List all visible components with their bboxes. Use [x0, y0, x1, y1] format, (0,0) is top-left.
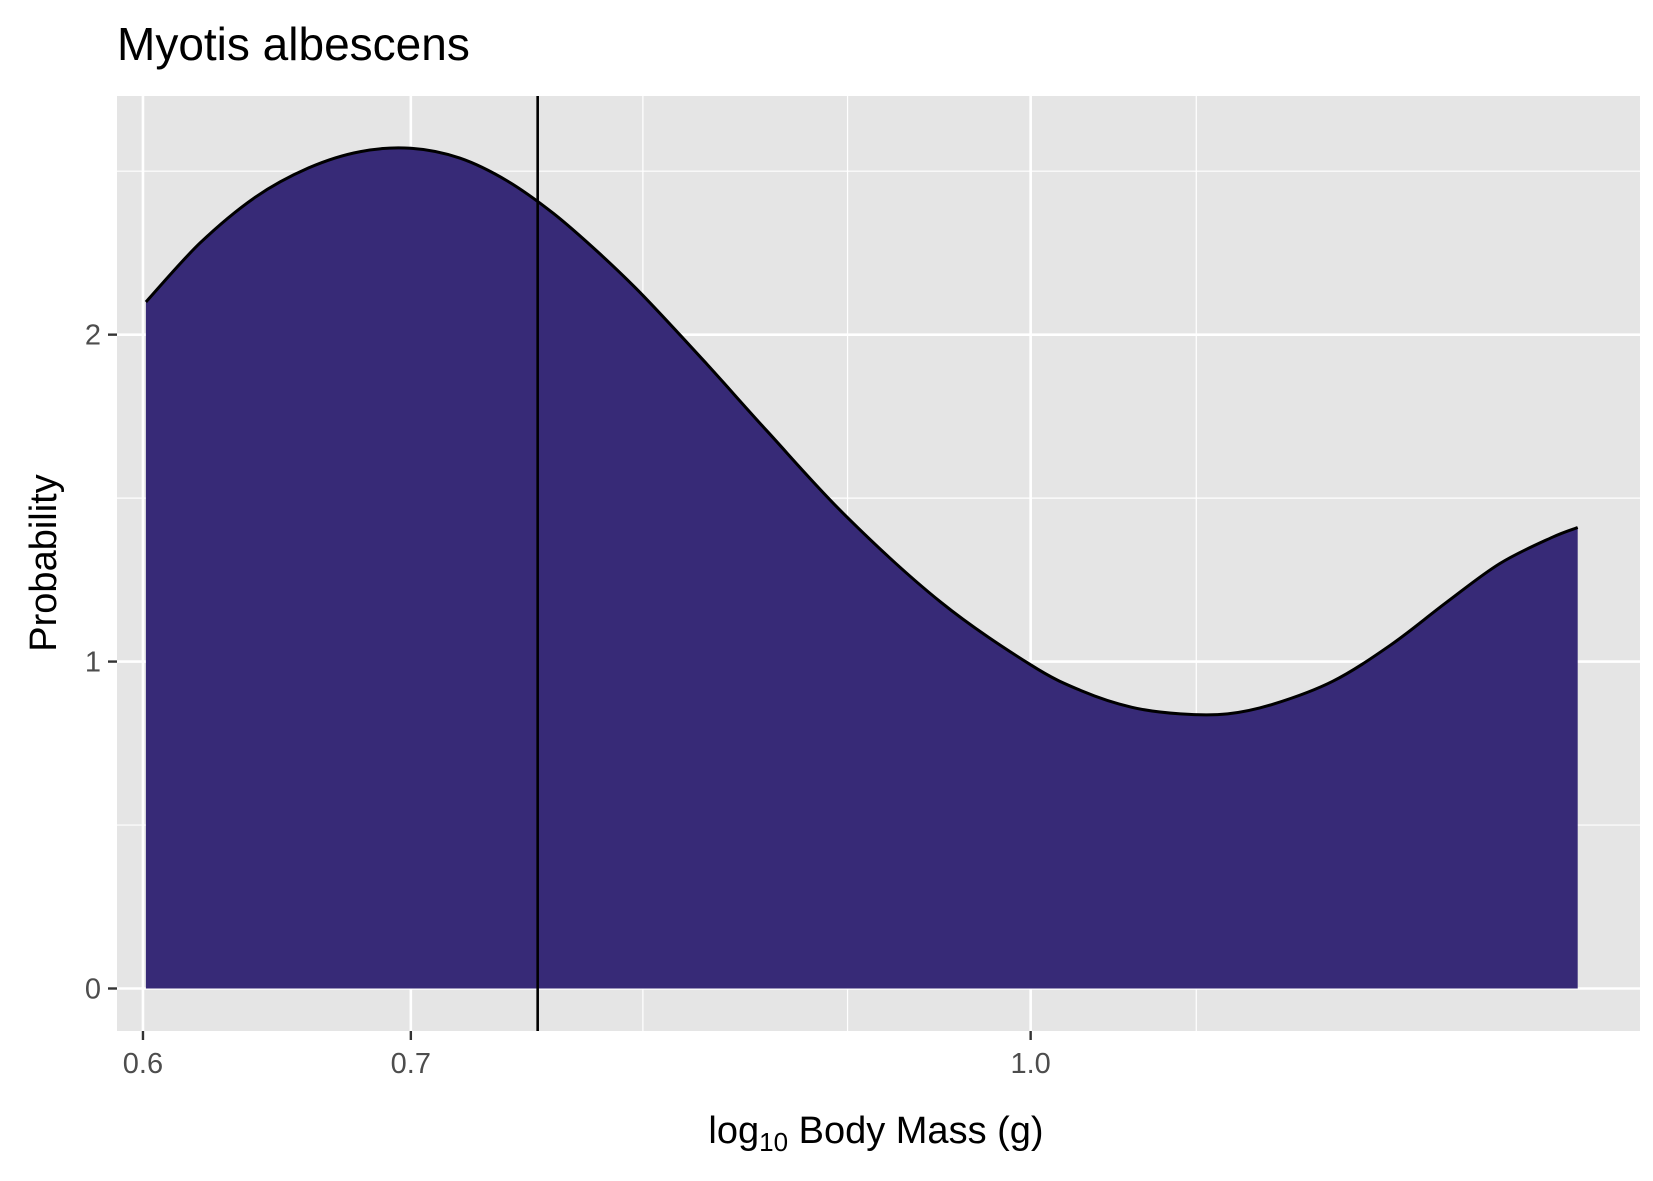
x-tick-label: 0.7	[391, 1048, 431, 1080]
x-axis-title: log10 Body Mass (g)	[708, 1110, 1043, 1157]
density-area	[145, 147, 1578, 989]
y-tick-label: 0	[85, 974, 101, 1006]
x-tick-label: 1.0	[1010, 1048, 1050, 1080]
y-tick-label: 1	[85, 647, 101, 679]
y-tick-label: 2	[85, 320, 101, 352]
x-axis-title-subscript: 10	[759, 1127, 788, 1157]
x-axis: 0.6 0.7 1.0	[123, 1031, 1051, 1080]
x-axis-title-prefix: log	[708, 1110, 759, 1152]
y-axis: 0 1 2	[85, 320, 117, 1006]
x-axis-title-suffix: Body Mass (g)	[788, 1110, 1044, 1152]
density-line	[144, 146, 1579, 717]
y-axis-title: Probability	[23, 474, 65, 651]
chart-title: Myotis albescens	[117, 18, 470, 70]
x-tick-label: 0.6	[123, 1048, 163, 1080]
